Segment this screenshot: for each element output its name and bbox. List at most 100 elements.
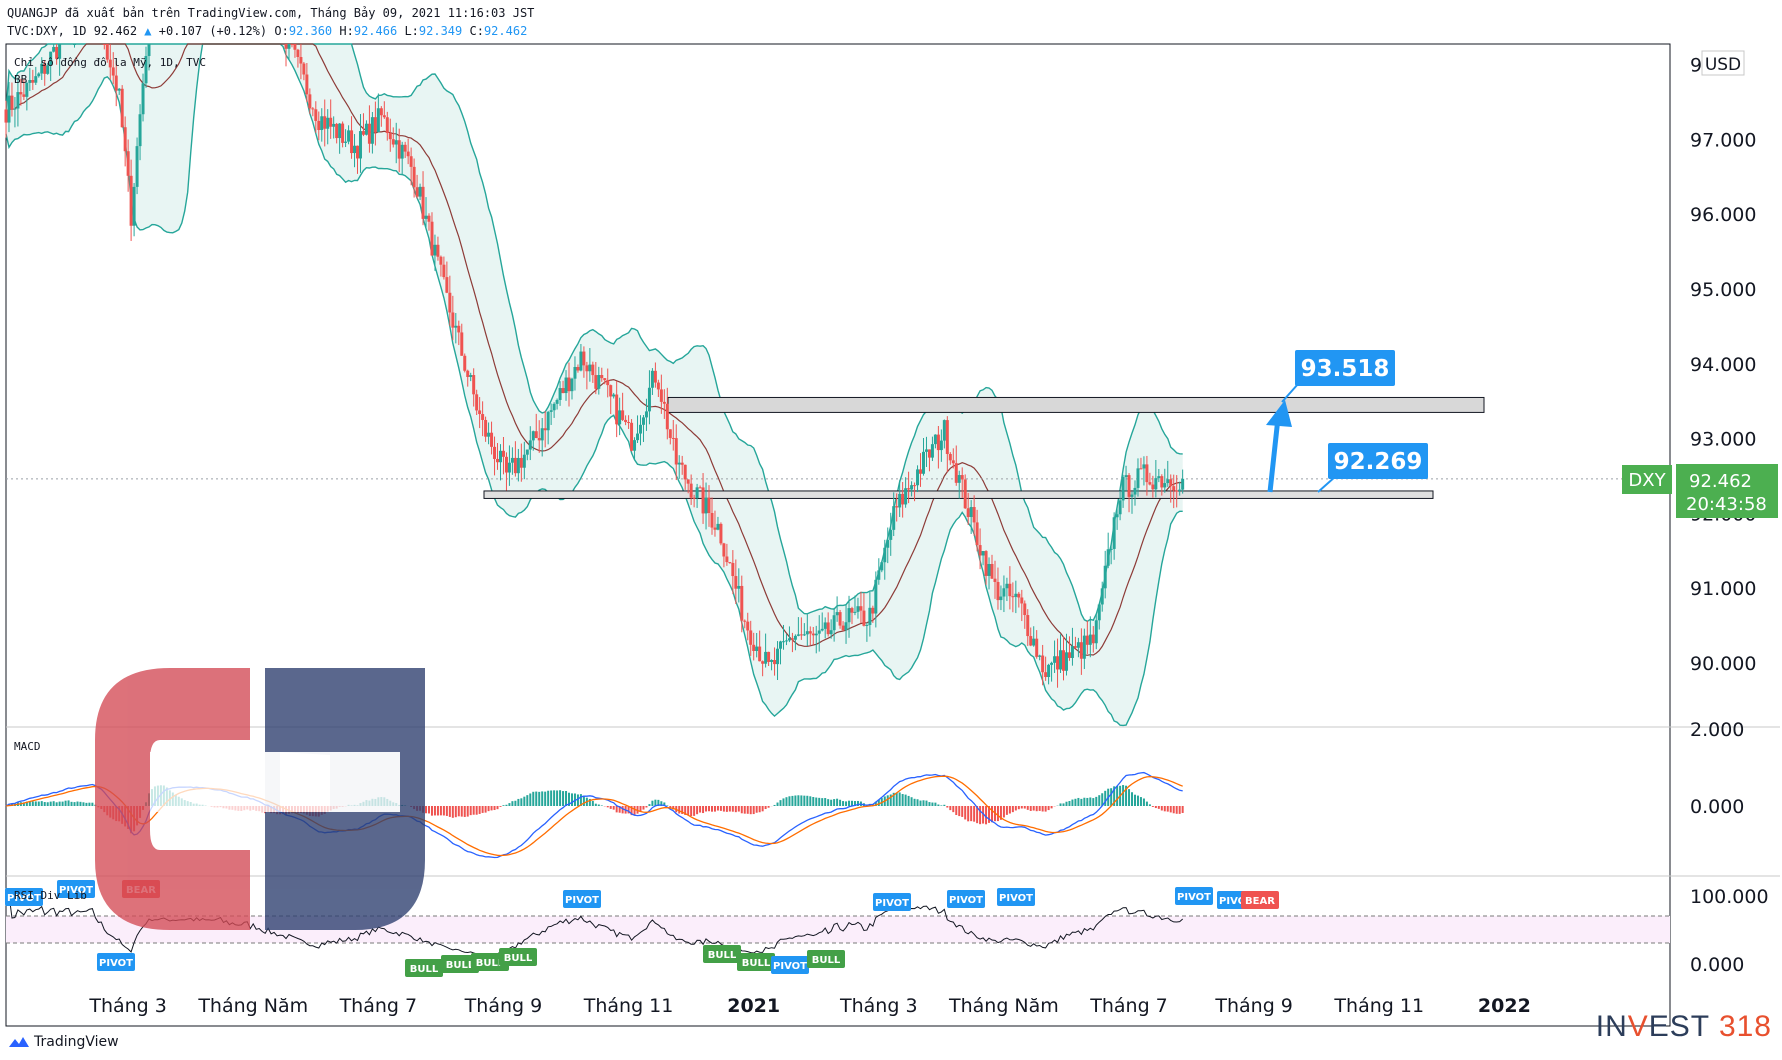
candle-body — [430, 221, 434, 256]
macd-histogram-bar — [430, 806, 433, 816]
macd-histogram-bar — [478, 806, 481, 814]
candle-body — [519, 457, 523, 468]
candle-body — [1032, 638, 1036, 646]
candle-body — [356, 145, 360, 159]
candle-body — [755, 646, 759, 651]
candle-body — [409, 156, 413, 167]
macd-histogram-bar — [1047, 806, 1050, 811]
candle-body — [317, 120, 321, 131]
tradingview-brand[interactable]: TradingView — [8, 1034, 119, 1050]
macd-histogram-bar — [535, 791, 538, 806]
candle-body — [335, 123, 339, 139]
macd-histogram-bar — [475, 806, 478, 815]
macd-histogram-bar — [877, 799, 880, 806]
macd-histogram-bar — [1157, 806, 1160, 809]
candle-body — [1038, 655, 1042, 657]
candle-body — [135, 146, 139, 187]
macd-histogram-bar — [568, 792, 571, 806]
candle-body — [790, 638, 794, 640]
macd-histogram-bar — [439, 806, 442, 816]
candle-body — [647, 387, 651, 412]
macd-histogram-bar — [553, 790, 556, 806]
candle-body — [787, 638, 791, 641]
last-price-tag[interactable]: DXY 92.462 20:43:58 — [1622, 464, 1778, 518]
callout-upper[interactable]: 93.518 — [1281, 350, 1395, 403]
time-axis-label: Tháng 3 — [88, 995, 167, 1017]
macd-histogram-bar — [937, 804, 940, 806]
macd-histogram-bar — [600, 805, 603, 806]
macd-histogram-bar — [1026, 806, 1029, 810]
macd-histogram-bar — [996, 806, 999, 822]
close-label: C: — [469, 24, 484, 38]
macd-histogram-bar — [25, 801, 28, 806]
macd-histogram-bar — [1151, 806, 1154, 807]
macd-histogram-bar — [889, 794, 892, 806]
macd-histogram-bar — [514, 800, 517, 806]
candle-body — [370, 117, 374, 144]
candle-body — [746, 621, 750, 631]
price-axis[interactable]: 90.00091.00092.00093.00094.00095.00096.0… — [1690, 55, 1756, 675]
support-zone[interactable] — [483, 490, 1434, 499]
macd-histogram-bar — [684, 806, 687, 815]
candle-body — [332, 123, 336, 127]
macd-histogram-bar — [532, 791, 535, 806]
candle-body — [394, 140, 398, 145]
macd-histogram-bar — [490, 806, 493, 811]
macd-histogram-bar — [454, 806, 457, 818]
macd-histogram-bar — [425, 806, 428, 814]
macd-histogram-bar — [1095, 796, 1098, 806]
candle-body — [341, 123, 345, 143]
rsi-tag-text: PIVOT — [949, 895, 983, 906]
logo-in: IN — [1595, 1010, 1628, 1043]
candle-body — [1094, 620, 1098, 644]
macd-histogram-bar — [1142, 798, 1145, 806]
rsi-tag-bull: BULL — [405, 959, 443, 977]
macd-histogram-bar — [797, 795, 800, 806]
time-axis-label: Tháng Năm — [197, 995, 308, 1017]
macd-histogram-bar — [928, 802, 931, 806]
candle-body — [954, 463, 958, 483]
currency-box[interactable]: USD — [1701, 50, 1745, 76]
candle-body — [1023, 603, 1027, 616]
macd-histogram-bar — [806, 795, 809, 806]
candle-body — [7, 95, 11, 123]
macd-histogram-bar — [502, 805, 505, 806]
macd-histogram-bar — [1122, 785, 1125, 806]
candle-body — [859, 606, 863, 611]
resistance-zone[interactable] — [667, 396, 1485, 413]
candle-body — [329, 117, 333, 127]
macd-histogram-bar — [731, 806, 734, 812]
candle-body — [439, 256, 443, 265]
macd-histogram-bar — [842, 801, 845, 806]
currency-label: USD — [1705, 55, 1741, 75]
macd-histogram-bar — [1133, 794, 1136, 806]
candle-body — [305, 74, 309, 95]
projection-arrow[interactable] — [1266, 400, 1292, 493]
macd-histogram-bar — [967, 806, 970, 822]
rsi-axis-zero: 0.000 — [1690, 954, 1744, 976]
macd-histogram-bar — [985, 806, 988, 825]
price-axis-label: 90.000 — [1690, 653, 1756, 675]
candle-body — [930, 444, 934, 458]
price-axis-label: 97.000 — [1690, 129, 1756, 151]
candle-body — [400, 144, 404, 159]
candle-body — [382, 115, 386, 118]
candle-body — [1178, 489, 1182, 491]
candle-body — [1017, 593, 1021, 598]
rsi-tag-pivot: PIVOT — [997, 888, 1035, 906]
candle-body — [353, 145, 357, 154]
candle-body — [475, 394, 479, 411]
time-axis[interactable]: Tháng 3 Tháng Năm Tháng 7 Tháng 9 Tháng 11 20… — [88, 995, 1530, 1017]
candle-body — [314, 109, 318, 121]
price-axis-label: 94.000 — [1690, 354, 1756, 376]
macd-histogram-bar — [67, 800, 70, 806]
candle-body — [853, 611, 857, 613]
candle-body — [397, 140, 401, 159]
callout-lower[interactable]: 92.269 — [1317, 443, 1428, 493]
candle-body — [665, 403, 669, 430]
candle-body — [28, 80, 32, 83]
candle-body — [856, 606, 860, 612]
candle-body — [683, 464, 687, 480]
macd-histogram-bar — [776, 802, 779, 806]
